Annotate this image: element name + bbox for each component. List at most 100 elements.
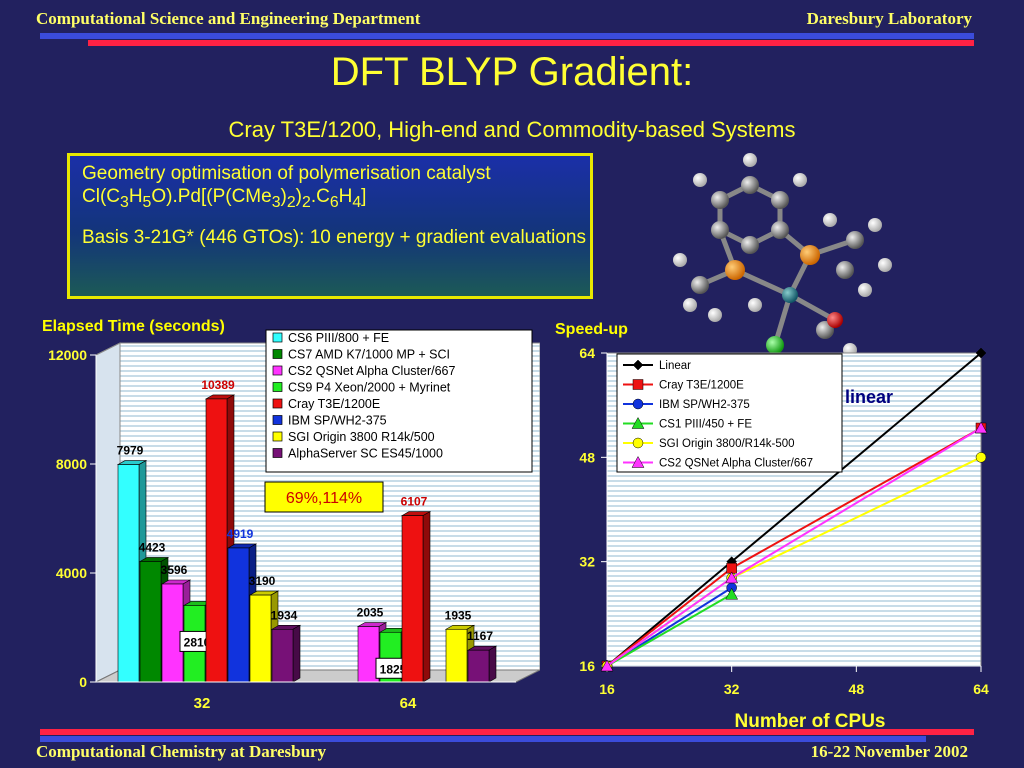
- bar-value-label: 10389: [201, 378, 235, 392]
- line-x-axis-title: Number of CPUs: [735, 711, 886, 732]
- bar-legend-label: CS2 QSNet Alpha Cluster/667: [288, 364, 455, 378]
- bar-legend-swatch: [272, 415, 283, 425]
- formula-part: ): [295, 186, 302, 207]
- formula-sub: 3: [271, 193, 281, 211]
- bar-front: [445, 628, 468, 683]
- line-point: [632, 398, 644, 410]
- line-x-tick-label: 64: [973, 681, 989, 697]
- bar-value-label: 2810: [184, 635, 211, 649]
- bar-value-label: 3596: [161, 563, 188, 577]
- bar-legend-swatch: [272, 398, 283, 409]
- bar-front: [227, 547, 250, 683]
- bar-value-label: 6107: [401, 495, 428, 509]
- bar-y-tick-label: 4000: [56, 565, 87, 581]
- line-y-tick-label: 48: [579, 449, 595, 465]
- bar: 1167: [466, 629, 498, 683]
- bar-legend-label: SGI Origin 3800 R14k/500: [288, 430, 435, 444]
- line-y-tick-label: 16: [579, 658, 595, 674]
- bar: 6107: [401, 495, 432, 683]
- line-point: [725, 587, 739, 600]
- line-point: [975, 347, 987, 359]
- bar-annotation-box: 69%,114%: [264, 481, 384, 513]
- line-point: [725, 571, 739, 584]
- info-box: Geometry optimisation of polymerisation …: [67, 153, 593, 299]
- line-series-path: [606, 593, 733, 667]
- line-legend-label: SGI Origin 3800/R14k-500: [659, 438, 795, 450]
- bar-legend-label: CS6 PIII/800 + FE: [288, 331, 389, 345]
- line-legend: Linear Cray T3E/1200E IBM SP/WH2-375 CS1 PI…: [616, 353, 843, 473]
- bar-value-label: 1825: [380, 662, 407, 676]
- bar-legend-box: [265, 329, 533, 473]
- bar-value-label: 4423: [139, 540, 166, 554]
- bar-value-label: 4919: [227, 527, 254, 541]
- line-point: [975, 452, 987, 463]
- line-series-group: [600, 421, 988, 672]
- bar-value-label: 1934: [271, 608, 298, 622]
- header-lab: Daresbury Laboratory: [806, 9, 972, 28]
- bar-sidewall: [95, 342, 121, 683]
- line-point: [632, 437, 644, 449]
- bar-legend: CS6 PIII/800 + FE CS7 AMD K7/1000 MP + SC…: [265, 329, 533, 473]
- header-rule-red: [88, 40, 974, 46]
- bar-front: [249, 594, 272, 683]
- bar-legend-swatch: [272, 365, 283, 376]
- bar-legend-label: CS9 P4 Xeon/2000 + Myrinet: [288, 381, 451, 395]
- bar-value-label: 7979: [117, 444, 144, 458]
- line-axes: 16 32 48 64 16 32 48 64: [579, 345, 989, 697]
- formula-sub: 2: [302, 193, 311, 211]
- bar-legend-swatch: [272, 382, 283, 392]
- line-series: [600, 347, 988, 672]
- formula-part: H: [338, 186, 353, 207]
- bar-front: [205, 398, 228, 683]
- line-legend-label: Linear: [659, 360, 691, 372]
- info-formula: Cl(C3H5O).Pd[(P(CMe3)2)2.C6H4]: [82, 186, 366, 211]
- line-point: [631, 455, 645, 468]
- line-point: [600, 659, 614, 672]
- formula-sub: 2: [286, 193, 296, 211]
- bar-front: [401, 515, 424, 683]
- bar-legend-label: CS7 AMD K7/1000 MP + SCI: [288, 348, 450, 362]
- bar-side: [422, 511, 431, 683]
- formula-sub: 6: [329, 193, 339, 211]
- bar: 1934: [271, 608, 302, 683]
- bar-x-tick-label: 64: [400, 695, 417, 710]
- line-y-tick-label: 64: [579, 345, 595, 361]
- line-x-tick-label: 32: [724, 681, 740, 697]
- footer-rule-blue: [40, 736, 926, 742]
- line-point: [632, 359, 644, 371]
- bar: 10389: [201, 378, 236, 683]
- line-legend-label: CS1 PIII/450 + FE: [659, 419, 752, 431]
- line-legend-label: Cray T3E/1200E: [659, 380, 744, 392]
- formula-sub: 3: [120, 193, 129, 211]
- header-department: Computational Science and Engineering De…: [36, 9, 421, 28]
- bar-side: [488, 645, 497, 683]
- bar-legend-swatch: [272, 448, 283, 458]
- bar-legend-label: Cray T3E/1200E: [288, 397, 380, 411]
- bar-y-tick-label: 8000: [56, 456, 87, 472]
- bar-value-label: 1167: [467, 629, 493, 643]
- line-x-tick-label: 48: [849, 681, 865, 697]
- bar-side: [292, 624, 301, 683]
- bar-y-axis: 0 4000 8000 12000: [48, 347, 97, 690]
- info-basis: Basis 3-21G* (446 GTOs): 10 energy + gra…: [82, 226, 586, 248]
- bar-legend-label: AlphaServer SC ES45/1000: [288, 447, 443, 461]
- formula-sub: 4: [352, 193, 362, 211]
- bar-value-label: 2035: [357, 606, 384, 620]
- info-line1-wrap: Geometry optimisation of polymerisation …: [82, 162, 590, 214]
- bar-x-tick-label: 32: [194, 695, 211, 710]
- bar-front: [271, 628, 294, 683]
- formula-part: O).Pd[(P(CMe: [151, 186, 272, 207]
- slide-title: DFT BLYP Gradient:: [330, 50, 694, 94]
- bar-legend-label: IBM SP/WH2-375: [288, 414, 387, 428]
- bar-y-tick-label: 0: [79, 674, 87, 690]
- line-chart-title: Speed-up: [555, 321, 628, 338]
- linear-annotation: linear: [845, 387, 893, 407]
- bar-y-tick-label: 12000: [48, 347, 87, 363]
- formula-part: Cl(C: [82, 186, 120, 207]
- bar-chart-title: Elapsed Time (seconds): [42, 318, 225, 335]
- bar-legend-swatch: [272, 349, 283, 359]
- footer-org: Computational Chemistry at Daresbury: [36, 742, 327, 761]
- formula-sub: 5: [142, 193, 152, 211]
- line-legend-box: [616, 353, 843, 473]
- formula-part: H: [128, 186, 143, 207]
